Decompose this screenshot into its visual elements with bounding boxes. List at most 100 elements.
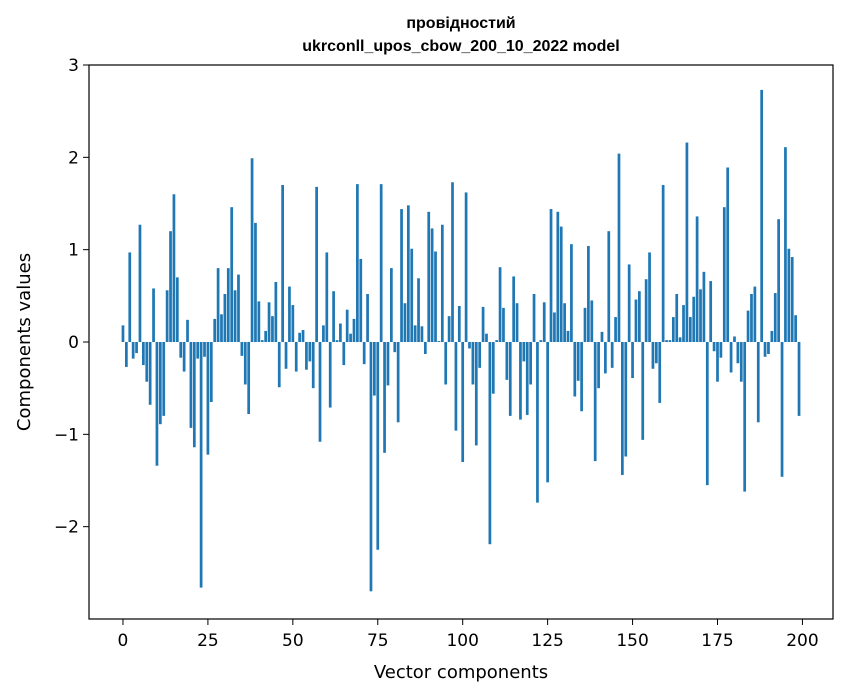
x-tick-label: 200 [786,631,818,651]
bar [274,281,278,342]
bar [447,316,451,342]
bar [308,342,312,362]
bar [121,325,125,342]
bar [566,330,570,342]
bar [284,342,288,369]
bar [712,342,716,352]
bar [451,182,454,342]
bar [767,342,770,354]
bar [474,342,478,446]
bar [753,286,757,342]
bar [281,185,284,342]
bar [627,264,631,342]
bar [250,158,254,342]
bar [352,318,356,342]
bar [128,252,132,342]
bar [797,342,801,416]
bar [359,258,363,342]
bar [271,316,274,342]
bar [502,307,505,342]
chart-title-line2: ukrconll_upos_cbow_200_10_2022 model [302,38,619,55]
x-tick-label: 150 [616,631,648,651]
bar [223,293,227,342]
bar [532,293,536,342]
bar [790,257,794,342]
bar [525,342,529,415]
bar [311,342,315,389]
bar [539,340,543,342]
bar [373,342,376,396]
bar [427,211,431,342]
bar [641,342,645,440]
bar [420,326,424,342]
bar [390,268,393,342]
bar [277,342,281,388]
bar [305,342,308,370]
bar [366,293,369,342]
bar [339,323,342,342]
bar [135,342,138,354]
bar [617,153,621,342]
y-axis: −2 −1 0 1 2 3 [54,56,89,538]
bar [243,342,247,385]
bar [342,342,346,366]
bar [498,267,502,342]
bar [638,291,641,342]
bar [325,252,329,342]
bar [746,310,750,342]
bar [661,185,665,342]
bar [369,342,373,592]
x-tick-label: 25 [197,631,219,651]
bar [301,330,305,342]
bar [423,342,427,354]
bar [182,342,186,372]
bar [189,342,193,428]
bar [220,314,223,342]
bar [553,312,556,342]
bar [322,325,325,342]
bar [454,342,458,431]
bar [654,342,658,364]
bar [362,342,366,365]
bar [651,342,655,369]
chart-title-line1: провідностий [406,15,515,32]
bar [610,342,614,368]
y-tick-label: −1 [54,425,79,445]
y-tick-label: 2 [68,148,79,168]
x-axis: 0 25 50 75 100 125 150 175 200 [118,619,819,651]
bar [668,340,672,342]
bar [291,305,295,342]
bar [383,342,386,453]
x-tick-label: 50 [282,631,304,651]
bar [716,342,719,382]
bar [750,293,753,342]
bar [158,342,162,425]
bar [536,342,539,503]
bar [729,342,733,373]
x-tick-label: 125 [531,631,563,651]
bar [678,337,682,342]
bar [787,248,791,342]
bar [529,342,532,385]
bar [607,231,611,342]
bar [430,228,434,342]
bar [379,184,383,342]
bar [152,288,155,342]
bar [233,290,237,342]
bar [770,330,774,342]
bar [580,342,583,412]
bar-series [121,89,801,592]
bar [695,216,699,342]
bar [739,342,743,382]
bar [131,342,135,359]
bar [590,300,594,342]
bar [332,291,335,342]
bar [519,342,522,420]
bar [709,281,713,342]
bar [780,342,784,477]
bar [773,293,777,342]
bar [406,205,410,342]
bar [549,209,553,342]
bar [349,333,352,342]
